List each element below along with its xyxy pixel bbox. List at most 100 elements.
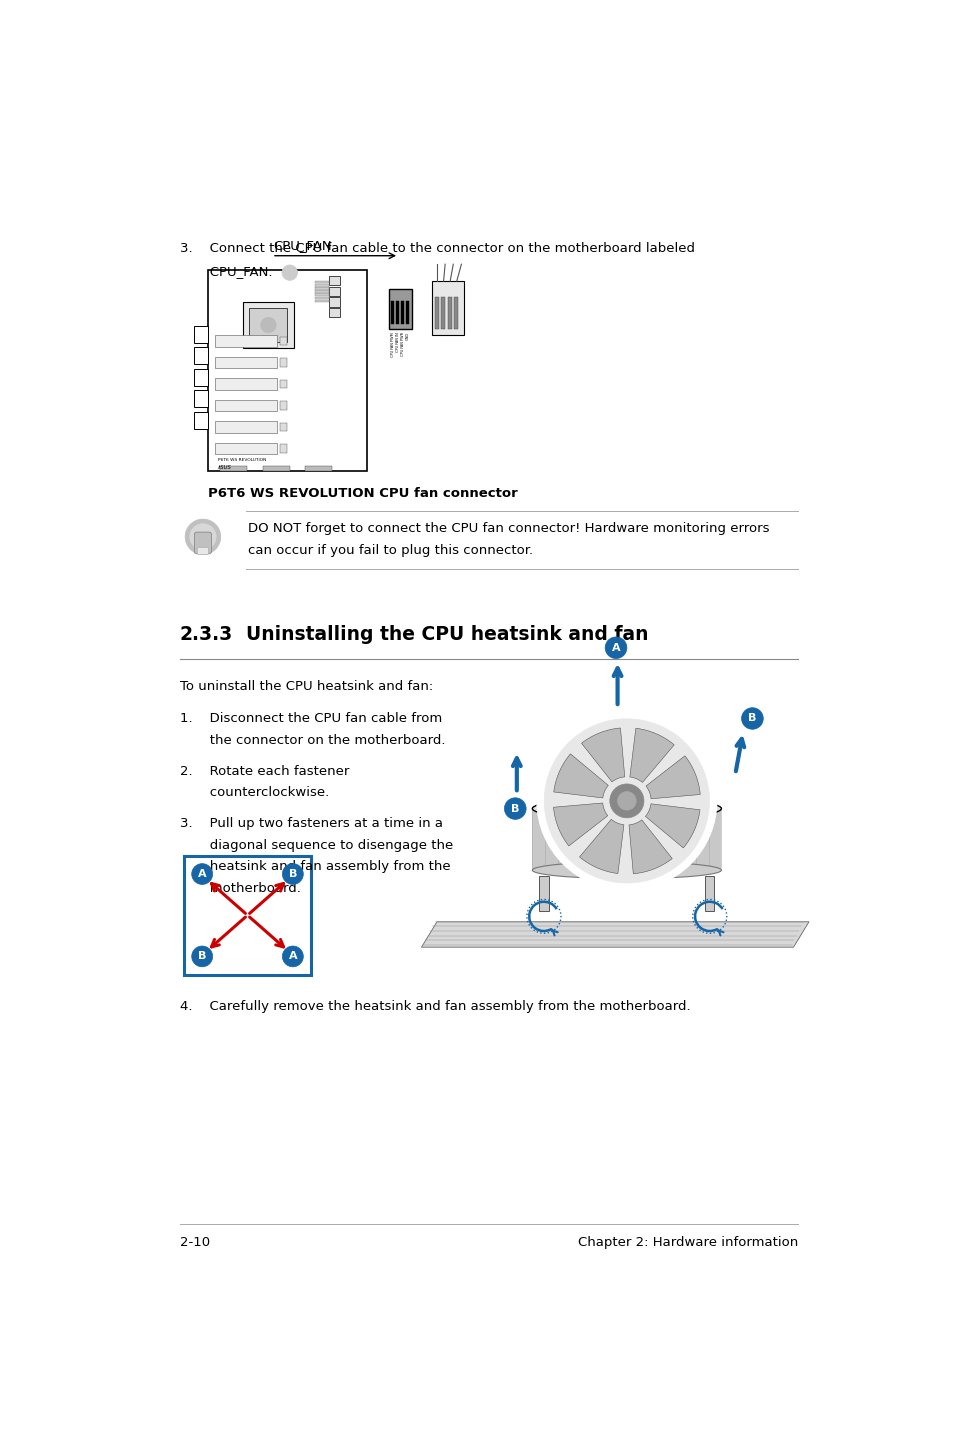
Text: motherboard.: motherboard.: [179, 881, 300, 894]
Wedge shape: [578, 820, 623, 873]
FancyBboxPatch shape: [214, 335, 276, 347]
Text: A: A: [197, 869, 206, 879]
Text: CPU FAN PWR: CPU FAN PWR: [400, 332, 404, 357]
Text: CPU_FAN: CPU_FAN: [274, 239, 332, 252]
Text: heatsink and fan assembly from the: heatsink and fan assembly from the: [179, 860, 450, 873]
Polygon shape: [421, 922, 808, 948]
FancyBboxPatch shape: [194, 370, 208, 385]
FancyBboxPatch shape: [454, 296, 457, 329]
Text: DO NOT forget to connect the CPU fan connector! Hardware monitoring errors: DO NOT forget to connect the CPU fan con…: [248, 522, 768, 535]
Text: counterclockwise.: counterclockwise.: [179, 787, 329, 800]
FancyBboxPatch shape: [279, 336, 287, 345]
Text: Chapter 2: Hardware information: Chapter 2: Hardware information: [578, 1235, 798, 1250]
FancyBboxPatch shape: [183, 856, 311, 975]
Text: 2.    Rotate each fastener: 2. Rotate each fastener: [179, 765, 349, 778]
Text: 3.    Pull up two fasteners at a time in a: 3. Pull up two fasteners at a time in a: [179, 817, 442, 830]
Text: CPU_FAN.: CPU_FAN.: [179, 265, 272, 278]
FancyBboxPatch shape: [395, 301, 399, 324]
FancyBboxPatch shape: [315, 299, 329, 302]
Text: To uninstall the CPU heatsink and fan:: To uninstall the CPU heatsink and fan:: [179, 680, 433, 693]
Text: B: B: [289, 869, 296, 879]
FancyBboxPatch shape: [315, 293, 329, 296]
FancyBboxPatch shape: [279, 444, 287, 453]
FancyBboxPatch shape: [194, 326, 208, 342]
FancyBboxPatch shape: [214, 443, 276, 454]
Text: the connector on the motherboard.: the connector on the motherboard.: [179, 733, 445, 746]
Circle shape: [282, 946, 303, 966]
Text: A: A: [611, 643, 619, 653]
Wedge shape: [628, 820, 672, 874]
FancyBboxPatch shape: [220, 466, 247, 470]
Text: 2.3.3: 2.3.3: [179, 624, 233, 644]
FancyBboxPatch shape: [279, 423, 287, 431]
FancyBboxPatch shape: [435, 296, 438, 329]
Wedge shape: [553, 802, 607, 846]
FancyBboxPatch shape: [431, 282, 464, 335]
FancyBboxPatch shape: [197, 548, 208, 555]
FancyBboxPatch shape: [214, 357, 276, 368]
FancyBboxPatch shape: [328, 276, 340, 285]
Circle shape: [192, 946, 213, 966]
Wedge shape: [645, 804, 700, 848]
Circle shape: [185, 519, 220, 555]
FancyBboxPatch shape: [194, 348, 208, 364]
FancyBboxPatch shape: [249, 308, 287, 342]
FancyBboxPatch shape: [194, 391, 208, 407]
FancyBboxPatch shape: [447, 296, 452, 329]
Circle shape: [609, 784, 643, 818]
Text: 2-10: 2-10: [179, 1235, 210, 1250]
Text: A: A: [653, 789, 661, 800]
Circle shape: [543, 719, 709, 883]
FancyBboxPatch shape: [194, 532, 212, 554]
Wedge shape: [629, 728, 674, 782]
FancyBboxPatch shape: [315, 282, 329, 283]
FancyBboxPatch shape: [243, 302, 294, 348]
Circle shape: [282, 864, 303, 884]
Circle shape: [260, 318, 276, 332]
Text: A: A: [288, 952, 296, 962]
Text: /ISUS: /ISUS: [217, 464, 232, 470]
Circle shape: [604, 637, 626, 659]
Circle shape: [740, 707, 762, 729]
FancyBboxPatch shape: [214, 421, 276, 433]
FancyBboxPatch shape: [279, 380, 287, 388]
FancyBboxPatch shape: [328, 298, 340, 306]
Ellipse shape: [532, 861, 720, 879]
FancyBboxPatch shape: [538, 876, 548, 912]
FancyBboxPatch shape: [315, 285, 329, 286]
Text: P6T6 WS REVOLUTION CPU fan connector: P6T6 WS REVOLUTION CPU fan connector: [208, 486, 517, 500]
Wedge shape: [581, 728, 624, 782]
Circle shape: [190, 523, 216, 549]
Text: B: B: [198, 952, 206, 962]
FancyBboxPatch shape: [279, 358, 287, 367]
Text: P6T6 WS REVOLUTION: P6T6 WS REVOLUTION: [217, 459, 266, 462]
Text: GND: GND: [406, 332, 410, 339]
Circle shape: [617, 792, 636, 810]
FancyBboxPatch shape: [328, 286, 340, 296]
FancyBboxPatch shape: [401, 301, 404, 324]
Text: B: B: [511, 804, 519, 814]
FancyBboxPatch shape: [214, 400, 276, 411]
Wedge shape: [553, 754, 608, 798]
FancyBboxPatch shape: [704, 876, 714, 912]
Text: can occur if you fail to plug this connector.: can occur if you fail to plug this conne…: [248, 545, 533, 558]
Circle shape: [537, 712, 716, 890]
Circle shape: [646, 784, 668, 805]
FancyBboxPatch shape: [208, 269, 367, 472]
FancyBboxPatch shape: [391, 301, 394, 324]
FancyBboxPatch shape: [279, 401, 287, 410]
FancyBboxPatch shape: [532, 808, 720, 870]
Text: CPU FAN PWM: CPU FAN PWM: [391, 332, 395, 357]
Text: Uninstalling the CPU heatsink and fan: Uninstalling the CPU heatsink and fan: [245, 624, 647, 644]
Ellipse shape: [532, 798, 720, 820]
FancyBboxPatch shape: [389, 289, 412, 329]
FancyBboxPatch shape: [441, 296, 445, 329]
Text: 3.    Connect the CPU fan cable to the connector on the motherboard labeled: 3. Connect the CPU fan cable to the conn…: [179, 242, 694, 255]
FancyBboxPatch shape: [305, 466, 332, 470]
Circle shape: [282, 265, 297, 280]
FancyBboxPatch shape: [406, 301, 409, 324]
Circle shape: [504, 798, 525, 820]
Circle shape: [192, 864, 213, 884]
Text: 4.    Carefully remove the heatsink and fan assembly from the motherboard.: 4. Carefully remove the heatsink and fan…: [179, 999, 690, 1012]
FancyBboxPatch shape: [214, 378, 276, 390]
